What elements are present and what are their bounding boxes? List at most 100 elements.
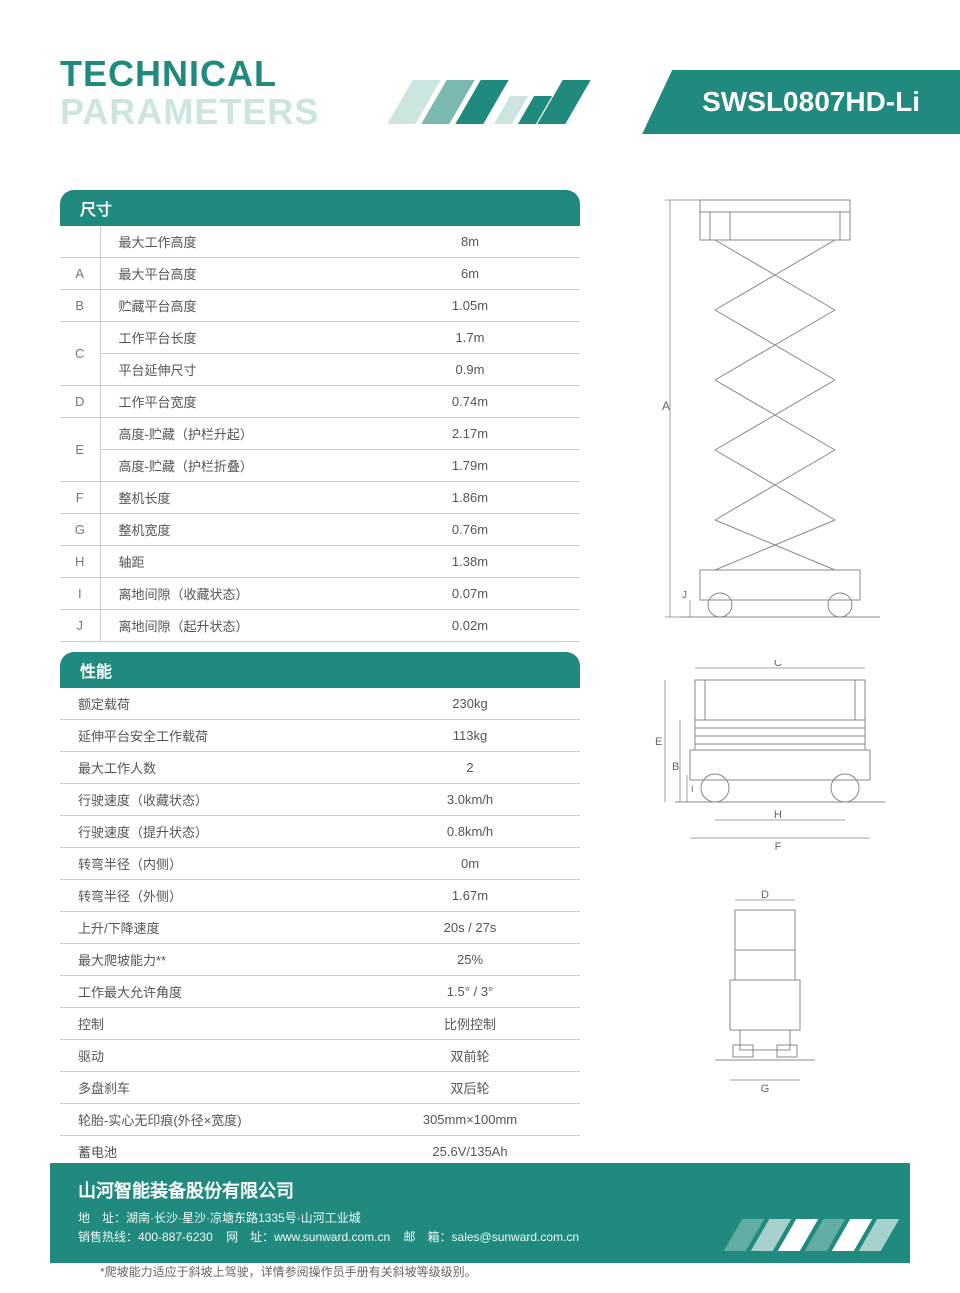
row-label: 贮藏平台高度 (100, 290, 360, 322)
table-row: G整机宽度0.76m (60, 514, 580, 546)
row-label: 多盘刹车 (60, 1072, 360, 1104)
row-letter: H (60, 546, 100, 578)
table-row: 平台延伸尺寸0.9m (60, 354, 580, 386)
row-value: 305mm×100mm (360, 1104, 580, 1136)
row-value: 0.9m (360, 354, 580, 386)
row-label: 工作最大允许角度 (60, 976, 360, 1008)
table-row: 上升/下降速度20s / 27s (60, 912, 580, 944)
row-letter: C (60, 322, 100, 386)
header: TECHNICAL PARAMETERS SWSL0807HD-Li (0, 0, 960, 180)
table-row: 转弯半径（外侧）1.67m (60, 880, 580, 912)
table-row: I离地间隙（收藏状态）0.07m (60, 578, 580, 610)
row-letter: J (60, 610, 100, 642)
row-letter: D (60, 386, 100, 418)
dimensions-table: 最大工作高度8mA最大平台高度6mB贮藏平台高度1.05mC工作平台长度1.7m… (60, 226, 580, 642)
row-label: 工作平台长度 (100, 322, 360, 354)
row-label: 行驶速度（收藏状态） (60, 784, 360, 816)
note-line: *爬坡能力适应于斜坡上驾驶，详情参阅操作员手册有关斜坡等级级别。 (100, 1262, 580, 1282)
table-row: 转弯半径（内侧）0m (60, 848, 580, 880)
row-value: 0m (360, 848, 580, 880)
company-name: 山河智能装备股份有限公司 (78, 1177, 882, 1203)
title-line-2: PARAMETERS (60, 93, 319, 131)
row-value: 20s / 27s (360, 912, 580, 944)
table-row: A最大平台高度6m (60, 258, 580, 290)
row-label: 上升/下降速度 (60, 912, 360, 944)
table-row: 控制比例控制 (60, 1008, 580, 1040)
row-value: 比例控制 (360, 1008, 580, 1040)
dim-label-a: A (662, 399, 670, 413)
row-letter: G (60, 514, 100, 546)
row-letter (60, 226, 100, 258)
row-label: 最大平台高度 (100, 258, 360, 290)
diagrams-column: A J (610, 180, 920, 1283)
row-label: 最大工作高度 (100, 226, 360, 258)
row-label: 离地间隙（起升状态） (100, 610, 360, 642)
row-value: 0.76m (360, 514, 580, 546)
dim-label-g: G (761, 1083, 770, 1095)
row-label: 最大工作人数 (60, 752, 360, 784)
section-header-dimensions: 尺寸 (60, 190, 580, 226)
row-label: 整机宽度 (100, 514, 360, 546)
row-value: 0.8km/h (360, 816, 580, 848)
row-label: 工作平台宽度 (100, 386, 360, 418)
table-row: 延伸平台安全工作载荷113kg (60, 720, 580, 752)
row-value: 6m (360, 258, 580, 290)
row-value: 1.7m (360, 322, 580, 354)
diagram-extended: A J (640, 190, 890, 630)
row-value: 双前轮 (360, 1040, 580, 1072)
row-value: 230kg (360, 688, 580, 720)
row-letter: E (60, 418, 100, 482)
row-label: 高度-贮藏（护栏折叠） (100, 450, 360, 482)
row-value: 1.5° / 3° (360, 976, 580, 1008)
row-letter: A (60, 258, 100, 290)
dim-label-h: H (774, 809, 782, 821)
diagram-rear: D G (695, 890, 835, 1100)
row-letter: B (60, 290, 100, 322)
title-block: TECHNICAL PARAMETERS (60, 55, 319, 131)
table-row: B贮藏平台高度1.05m (60, 290, 580, 322)
row-label: 转弯半径（外侧） (60, 880, 360, 912)
row-value: 8m (360, 226, 580, 258)
row-label: 驱动 (60, 1040, 360, 1072)
dim-label-f: F (775, 841, 782, 853)
row-value: 1.38m (360, 546, 580, 578)
dim-label-c: C (774, 660, 782, 669)
row-label: 高度-贮藏（护栏升起） (100, 418, 360, 450)
table-row: 多盘刹车双后轮 (60, 1072, 580, 1104)
row-label: 整机长度 (100, 482, 360, 514)
tables-column: 尺寸 最大工作高度8mA最大平台高度6mB贮藏平台高度1.05mC工作平台长度1… (60, 180, 580, 1283)
table-row: 高度-贮藏（护栏折叠）1.79m (60, 450, 580, 482)
row-label: 延伸平台安全工作载荷 (60, 720, 360, 752)
row-value: 2.17m (360, 418, 580, 450)
row-value: 113kg (360, 720, 580, 752)
table-row: 行驶速度（收藏状态）3.0km/h (60, 784, 580, 816)
row-label: 行驶速度（提升状态） (60, 816, 360, 848)
row-value: 3.0km/h (360, 784, 580, 816)
row-label: 额定载荷 (60, 688, 360, 720)
row-label: 平台延伸尺寸 (100, 354, 360, 386)
row-value: 1.05m (360, 290, 580, 322)
table-row: E高度-贮藏（护栏升起）2.17m (60, 418, 580, 450)
row-letter: F (60, 482, 100, 514)
dim-label-e: E (655, 736, 662, 748)
footer: 山河智能装备股份有限公司 地 址：湖南·长沙·星沙·凉塘东路1335号·山河工业… (50, 1163, 910, 1263)
row-label: 轴距 (100, 546, 360, 578)
table-row: 最大工作人数2 (60, 752, 580, 784)
performance-table: 额定载荷230kg延伸平台安全工作载荷113kg最大工作人数2行驶速度（收藏状态… (60, 688, 580, 1232)
table-row: C工作平台长度1.7m (60, 322, 580, 354)
row-value: 双后轮 (360, 1072, 580, 1104)
row-letter: I (60, 578, 100, 610)
footer-decor (733, 1219, 890, 1251)
table-row: 额定载荷230kg (60, 688, 580, 720)
dim-label-b: B (672, 761, 679, 773)
row-value: 1.67m (360, 880, 580, 912)
table-row: 驱动双前轮 (60, 1040, 580, 1072)
title-line-1: TECHNICAL (60, 55, 319, 93)
row-value: 0.07m (360, 578, 580, 610)
row-label: 轮胎-实心无印痕(外径×宽度) (60, 1104, 360, 1136)
dim-label-d: D (761, 890, 769, 901)
section-header-performance: 性能 (60, 652, 580, 688)
row-label: 转弯半径（内侧） (60, 848, 360, 880)
row-label: 最大爬坡能力** (60, 944, 360, 976)
row-label: 控制 (60, 1008, 360, 1040)
